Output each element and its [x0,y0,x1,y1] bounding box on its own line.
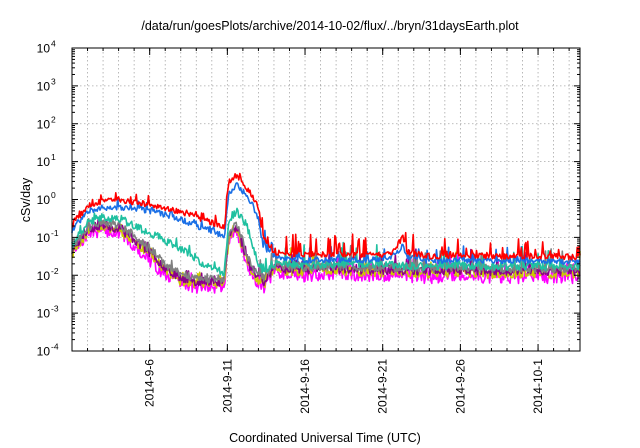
x-tick-label: 2014-9-16 [298,359,312,414]
x-tick-label: 2014-9-21 [376,359,390,414]
y-tick-label: 10 [37,231,51,245]
y-tick-label: 10 [37,345,51,359]
y-tick-label: 10 [37,269,51,283]
chart-title: /data/run/goesPlots/archive/2014-10-02/f… [141,19,519,33]
series-line-5 [71,182,581,265]
x-tick-label: 2014-10-1 [531,359,545,414]
x-tick-label: 2014-9-11 [220,359,234,413]
y-tick-label: 10 [37,42,51,56]
y-tick-label: 10 [37,307,51,321]
y-tick-label: 10 [37,193,51,207]
y-tick-label-exponent: 2 [51,114,56,124]
y-tick-label-exponent: -3 [51,304,59,314]
y-tick-label-exponent: 4 [51,39,56,49]
x-axis-ticks: 2014-9-6 2014-9-11 2014-9-16 2014-9-21 2014-… [71,48,570,414]
series-group [71,172,581,294]
x-tick-label: 2014-9-6 [143,359,157,407]
y-tick-label: 10 [37,155,51,169]
series-line-3 [71,218,581,284]
series-line-6 [71,172,581,261]
y-tick-label-exponent: -2 [51,266,59,276]
x-axis-label: Coordinated Universal Time (UTC) [229,431,421,445]
y-tick-label-exponent: -1 [51,228,59,238]
grid-lines [72,48,580,351]
y-tick-label-exponent: 1 [51,152,56,162]
y-tick-label: 10 [37,117,51,131]
y-tick-label-exponent: 3 [51,76,56,86]
y-tick-label-exponent: -4 [51,342,59,352]
y-tick-label: 10 [37,79,51,93]
x-tick-label: 2014-9-26 [453,359,467,414]
y-tick-label-exponent: 0 [51,190,56,200]
series-line-4 [71,207,581,277]
y-axis-label: cSv/day [19,177,33,222]
